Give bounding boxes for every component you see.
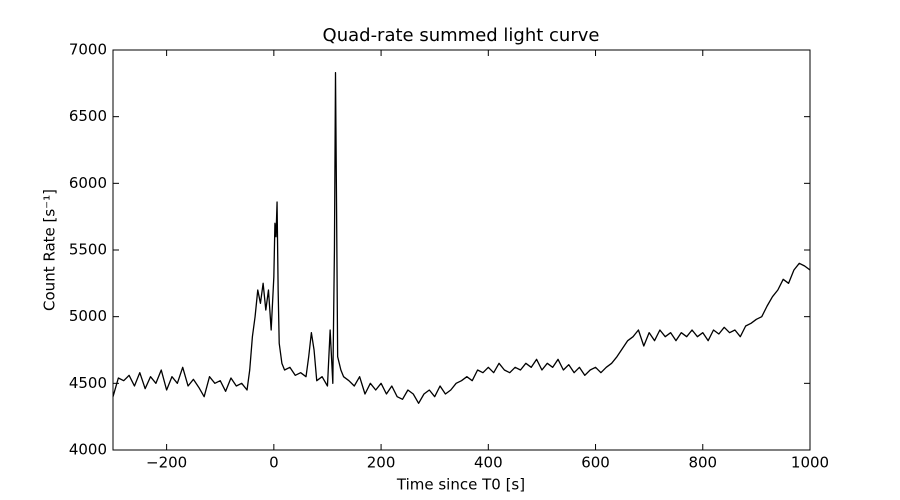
x-tick-label: 200 [367,454,396,472]
x-tick-label: 1000 [791,454,829,472]
x-tick-label: 0 [269,454,279,472]
x-tick-label: 600 [581,454,610,472]
data-line [112,72,811,404]
x-tick-label: 400 [474,454,503,472]
x-axis-label: Time since T0 [s] [396,476,525,494]
plot-frame [112,49,811,451]
y-tick-label: 7000 [69,41,107,59]
y-tick-label: 5500 [69,241,107,259]
y-tick-label: 5000 [69,307,107,325]
y-tick-label: 4000 [69,441,107,459]
chart-title: Quad-rate summed light curve [323,25,600,46]
y-tick-label: 4500 [69,374,107,392]
y-tick-label: 6500 [69,107,107,125]
x-tick-label: 800 [688,454,717,472]
y-tick-label: 6000 [69,174,107,192]
y-axis-label: Count Rate [s⁻¹] [41,189,59,311]
x-tick-label: −200 [146,454,187,472]
